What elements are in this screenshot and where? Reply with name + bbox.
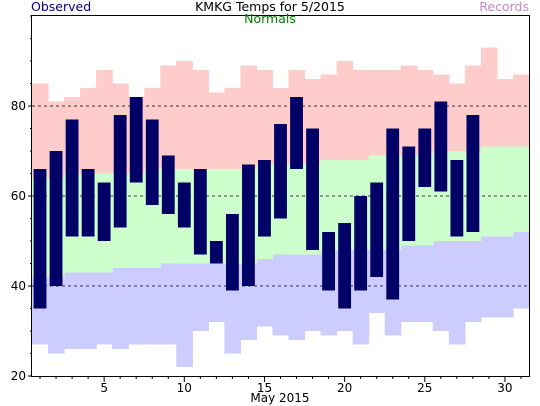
normals-segment-day-30 [496, 146, 514, 237]
record-low-segment-day-6 [112, 268, 129, 349]
x-axis-ticks: 5 10 15 20 25 30 [39, 376, 522, 395]
record-low-segment-day-27 [448, 241, 466, 345]
legend-records: Records [479, 0, 529, 14]
normals-segment-day-19 [320, 160, 338, 250]
record-low-segment-day-16 [272, 254, 290, 336]
x-tick-label-15: 15 [257, 381, 272, 395]
normals-segment-day-7 [128, 173, 145, 268]
record-low-segment-day-28 [464, 241, 482, 322]
observed-bar-day-18 [306, 128, 319, 250]
observed-bar-day-15 [258, 160, 271, 237]
observed-bar-day-23 [386, 128, 400, 300]
x-tick-label-5: 5 [100, 381, 108, 395]
record-high-segment-day-27 [448, 83, 466, 151]
record-low-segment-day-9 [160, 263, 177, 345]
record-low-segment-day-2 [48, 277, 65, 354]
observed-bars [33, 97, 480, 309]
y-tick-label-40: 40 [11, 279, 26, 293]
record-low-segment-day-15 [256, 259, 274, 327]
record-high-segment-day-30 [496, 79, 514, 147]
observed-bar-day-11 [193, 169, 207, 255]
observed-bar-day-13 [225, 214, 239, 291]
record-high-segment-day-11 [192, 70, 209, 169]
observed-bar-day-12 [209, 241, 223, 264]
record-low-segment-day-5 [96, 272, 113, 345]
record-high-segment-day-9 [160, 65, 177, 169]
observed-bar-day-22 [370, 182, 384, 277]
record-high-segment-day-22 [368, 70, 386, 156]
observed-bar-day-27 [450, 160, 464, 237]
record-low-segment-day-18 [304, 254, 322, 331]
record-high-segment-day-12 [208, 92, 225, 169]
x-tick-label-10: 10 [177, 381, 192, 395]
record-low-segment-day-31 [512, 232, 530, 309]
record-high-segment-day-5 [96, 70, 113, 174]
observed-bar-day-5 [97, 182, 111, 241]
record-high-segment-day-10 [176, 61, 193, 169]
record-high-segment-day-4 [80, 88, 97, 174]
record-high-segment-day-19 [320, 74, 338, 160]
record-high-segment-day-13 [224, 88, 242, 169]
observed-bar-day-20 [338, 223, 352, 309]
legend-normals: Normals [244, 11, 296, 26]
y-axis-ticks: 20 40 60 80 [11, 15, 32, 383]
record-high-segment-day-24 [400, 65, 418, 156]
record-high-segment-day-21 [352, 70, 370, 160]
observed-bar-day-8 [145, 119, 159, 205]
record-low-segment-day-11 [192, 263, 209, 331]
observed-bar-day-3 [65, 119, 79, 237]
record-high-segment-day-20 [336, 61, 354, 160]
observed-bar-day-25 [418, 128, 432, 187]
observed-bar-day-2 [49, 151, 63, 286]
normals-segment-day-17 [288, 164, 306, 255]
observed-bar-day-10 [177, 182, 191, 228]
normals-segment-day-31 [512, 146, 530, 232]
normals-segment-day-12 [208, 169, 225, 264]
record-low-segment-day-4 [80, 272, 97, 349]
observed-bar-day-21 [354, 196, 368, 291]
observed-bar-day-7 [129, 97, 143, 183]
observed-bar-day-14 [242, 164, 255, 286]
chart-title: KMKG Temps for 5/2015 [195, 0, 345, 14]
record-low-segment-day-7 [128, 268, 145, 345]
record-low-segment-day-24 [400, 245, 418, 322]
observed-bar-day-28 [466, 115, 480, 232]
x-tick-label-20: 20 [337, 381, 352, 395]
observed-bar-day-4 [81, 169, 95, 237]
observed-bar-day-24 [402, 146, 416, 241]
y-tick-label-20: 20 [11, 369, 26, 383]
observed-bar-day-16 [274, 124, 287, 219]
y-tick-label-60: 60 [11, 189, 26, 203]
record-low-segment-day-10 [176, 263, 193, 367]
record-low-segment-day-12 [208, 263, 225, 322]
legend-observed: Observed [31, 0, 92, 14]
record-low-segment-day-8 [144, 268, 161, 345]
record-high-segment-day-29 [480, 47, 498, 147]
record-low-segment-day-29 [480, 236, 498, 318]
record-high-segment-day-14 [240, 65, 258, 169]
record-high-segment-day-31 [512, 74, 530, 147]
record-low-segment-day-3 [64, 272, 81, 349]
y-tick-label-80: 80 [11, 99, 26, 113]
observed-bar-day-9 [161, 155, 175, 214]
x-axis-label: May 2015 [250, 391, 309, 405]
record-low-segment-day-17 [288, 254, 306, 340]
observed-bar-day-17 [290, 97, 303, 169]
normals-segment-day-29 [480, 146, 498, 237]
record-high-segment-day-1 [32, 83, 49, 178]
record-high-segment-day-15 [256, 70, 274, 165]
record-low-segment-day-30 [496, 236, 514, 318]
observed-bar-day-26 [434, 101, 448, 192]
observed-bar-day-19 [322, 232, 336, 291]
x-tick-label-25: 25 [417, 381, 432, 395]
observed-bar-day-1 [33, 169, 47, 309]
x-tick-label-30: 30 [497, 381, 512, 395]
observed-bar-day-6 [113, 115, 127, 228]
record-low-segment-day-25 [416, 245, 434, 322]
